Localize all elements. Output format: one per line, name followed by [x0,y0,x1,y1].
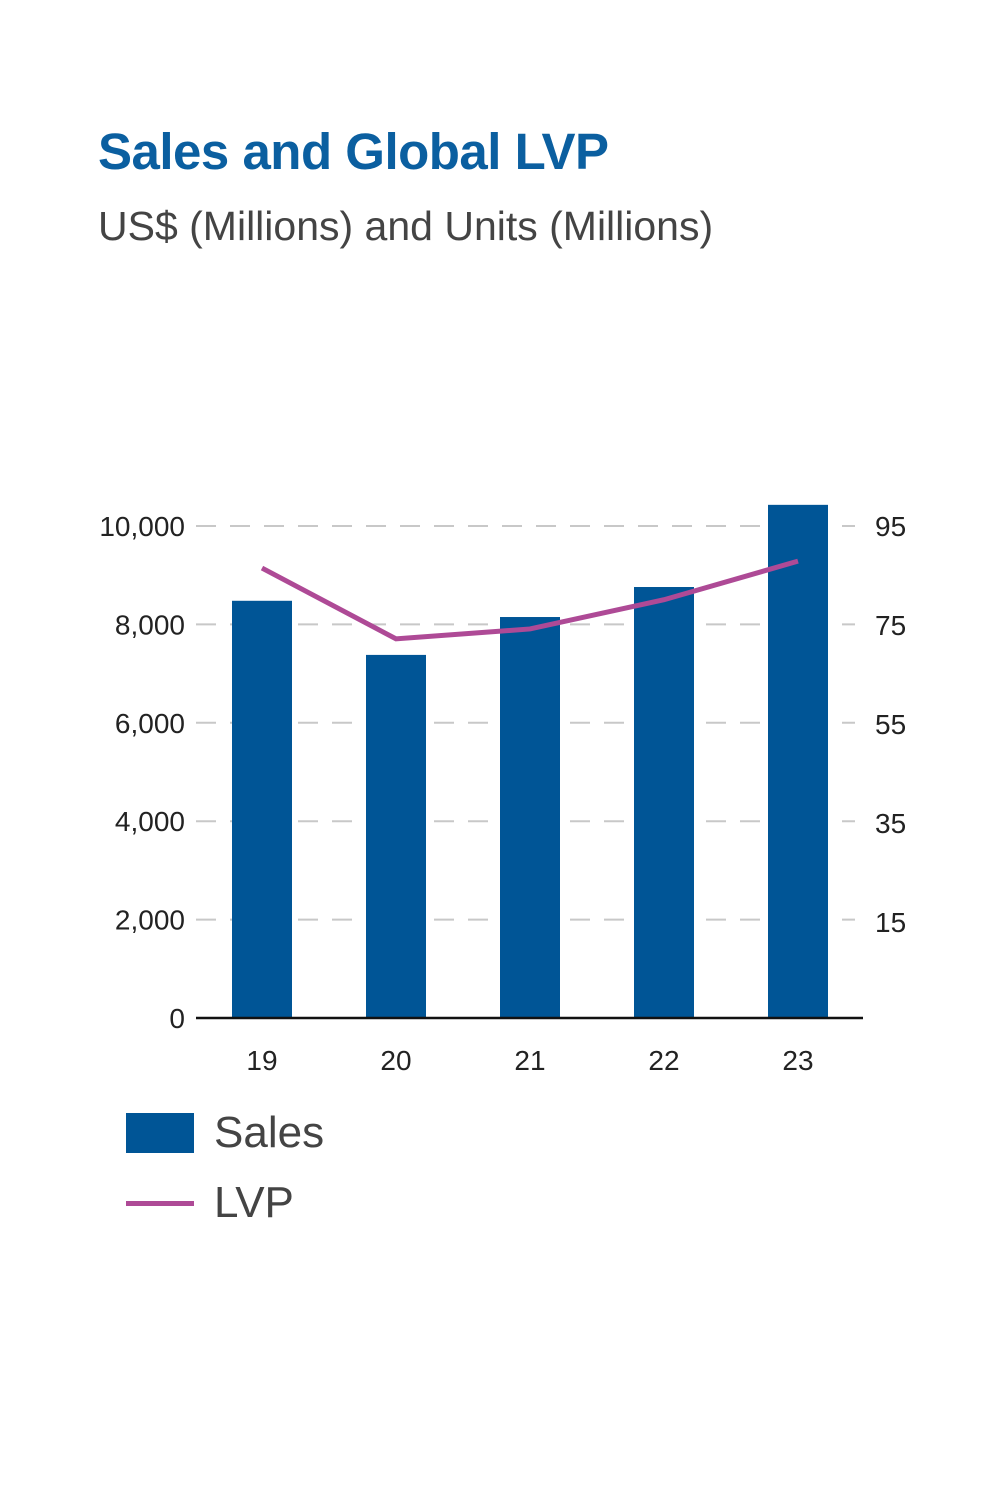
line-lvp [260,558,799,642]
legend-swatch-lvp [126,1200,194,1206]
bar-sales-22 [634,587,694,1018]
legend-item-sales: Sales [126,1108,324,1158]
bar-sales-21 [500,617,560,1018]
chart-title: Sales and Global LVP [98,123,609,180]
legend-swatch-sales [126,1113,194,1153]
x-tick-label: 19 [246,1045,277,1076]
x-tick-label: 22 [648,1045,679,1076]
y-left-tick-label: 8,000 [115,609,185,640]
bar-sales-19 [232,600,292,1018]
y-right-tick-label: 55 [875,709,906,740]
x-tick-label: 23 [782,1045,813,1076]
y-right-tick-label: 95 [875,511,906,542]
legend-label-sales: Sales [214,1108,325,1157]
y-right-tick-label: 15 [875,907,906,938]
bar-sales-20 [366,654,426,1018]
y-left-tick-label: 6,000 [115,708,185,739]
y-left-tick-label: 0 [169,1003,185,1034]
y-right-tick-label: 35 [875,808,906,839]
x-tick-label: 21 [514,1045,545,1076]
y-left-tick-label: 4,000 [115,806,185,837]
x-tick-label: 20 [380,1045,411,1076]
chart-subtitle: US$ (Millions) and Units (Millions) [98,203,714,249]
y-right-tick-label: 75 [875,610,906,641]
legend-item-lvp: LVP [126,1178,294,1228]
y-left-tick-label: 2,000 [115,905,185,936]
y-left-tick-label: 10,000 [99,511,185,542]
bar-sales-23 [768,504,828,1018]
legend-label-lvp: LVP [214,1178,294,1227]
